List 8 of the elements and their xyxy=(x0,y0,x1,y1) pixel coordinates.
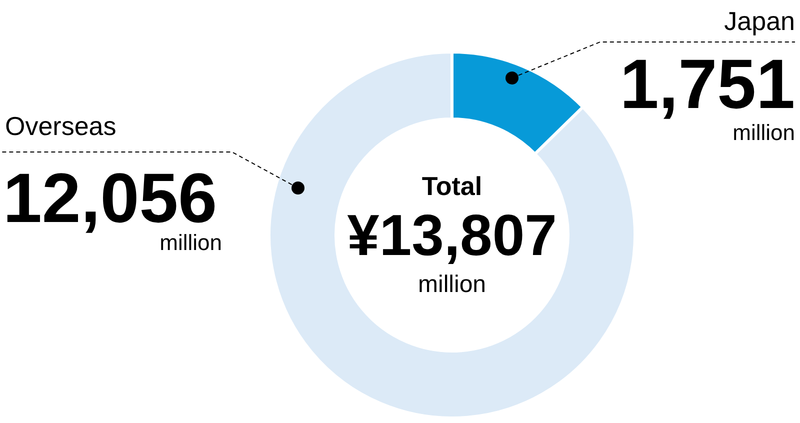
text: ¥13,807 xyxy=(347,203,557,268)
text: million xyxy=(732,120,795,145)
slice-label: Overseas xyxy=(5,111,116,141)
text: million xyxy=(160,230,222,255)
text: million xyxy=(418,271,486,298)
slice-label: Japan xyxy=(724,6,795,36)
data-label: 1,751 xyxy=(620,45,795,123)
text: Total xyxy=(422,171,482,201)
